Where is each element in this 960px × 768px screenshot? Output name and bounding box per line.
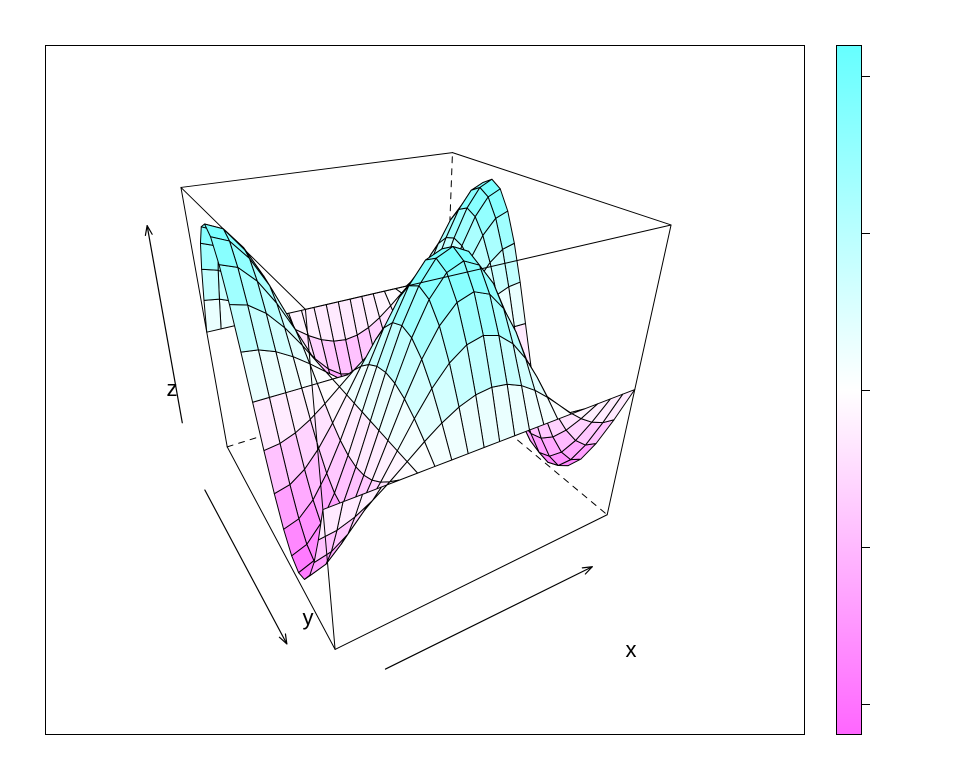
colorbar-gradient (836, 45, 862, 735)
plot-frame: x y z (45, 45, 805, 735)
figure: x y z -1.0-0.50.00.51.0 (0, 0, 960, 768)
colorbar-tick (862, 704, 870, 705)
colorbar-tick (862, 390, 870, 391)
surface-plot (46, 46, 805, 735)
colorbar-tick (862, 547, 870, 548)
colorbar-tick (862, 233, 870, 234)
colorbar: -1.0-0.50.00.51.0 (836, 45, 952, 735)
colorbar-tick (862, 76, 870, 77)
